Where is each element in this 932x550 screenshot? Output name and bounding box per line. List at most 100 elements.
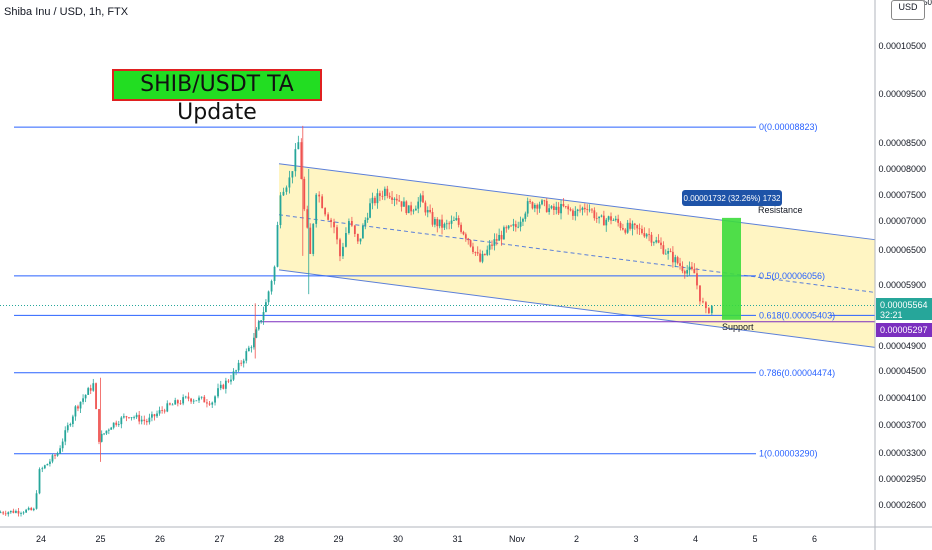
candle-body <box>548 208 551 213</box>
candle-body <box>445 223 448 225</box>
candle-body <box>638 228 641 230</box>
price-tick-label: 0.00003300 <box>878 448 926 458</box>
candle-body <box>564 206 567 207</box>
candle-body <box>579 209 581 211</box>
candle-body <box>103 433 105 435</box>
fib-level-label: 0.5(0.00006056) <box>759 271 825 281</box>
candle-body <box>455 218 458 221</box>
candle-body <box>222 384 225 389</box>
candle-body <box>112 422 115 428</box>
candle-body <box>148 417 151 423</box>
candle-body <box>71 416 74 425</box>
time-tick-label: 29 <box>333 534 343 544</box>
candle-body <box>453 220 455 221</box>
candle-body <box>422 195 424 203</box>
time-tick-label: 2 <box>574 534 579 544</box>
candle-body <box>224 380 227 389</box>
candle-body <box>650 234 653 243</box>
candle-body <box>512 224 515 226</box>
measure-box[interactable] <box>722 217 741 320</box>
candle-body <box>89 388 92 391</box>
candle-body <box>576 209 579 212</box>
candle-body <box>64 430 67 442</box>
candle-body <box>242 360 245 364</box>
candle-body <box>182 397 185 404</box>
candle-body <box>105 430 108 434</box>
candle-body <box>595 218 598 219</box>
candle-body <box>321 196 324 209</box>
candle-body <box>572 210 574 216</box>
candle-body <box>462 231 465 235</box>
price-tick-label: 0.00010500 <box>878 41 926 51</box>
price-range-measure[interactable]: 0.00001732 (32.26%) 1732 Resistance Suppor… <box>682 190 803 332</box>
candle-body <box>679 263 681 266</box>
candle-body <box>279 195 282 225</box>
candle-body <box>273 266 276 282</box>
resistance-label[interactable]: Resistance <box>758 205 803 215</box>
candle-body <box>230 379 232 382</box>
channel-upper-line[interactable] <box>278 163 876 241</box>
candle-body <box>198 397 200 401</box>
time-tick-label: 30 <box>393 534 403 544</box>
candle-body <box>660 242 662 246</box>
candle-body <box>586 209 589 210</box>
candlestick-series <box>0 125 713 517</box>
candle-body <box>125 416 128 418</box>
currency-button[interactable]: USD <box>891 0 925 20</box>
candle-body <box>348 221 350 234</box>
fib-level-label: 0.786(0.00004474) <box>759 368 835 378</box>
candle-body <box>507 225 510 229</box>
candle-body <box>538 204 541 209</box>
candle-body <box>641 228 643 234</box>
candle-body <box>683 271 686 274</box>
candle-body <box>359 238 362 242</box>
price-tick-label: 0.00004900 <box>878 341 926 351</box>
candle-body <box>260 320 263 322</box>
candle-body <box>469 240 472 247</box>
candle-body <box>184 396 187 398</box>
candle-body <box>457 218 460 225</box>
candle-body <box>493 239 496 246</box>
candle-body <box>27 507 30 510</box>
candle-body <box>56 453 59 456</box>
candle-body <box>598 216 601 219</box>
candle-body <box>429 209 432 213</box>
channel-lower-line[interactable] <box>278 269 876 348</box>
candle-body <box>169 403 171 405</box>
candle-body <box>100 433 103 442</box>
candle-body <box>379 193 381 196</box>
candle-body <box>219 384 222 389</box>
candle-body <box>0 512 2 514</box>
time-tick-label: 28 <box>274 534 284 544</box>
candle-body <box>676 257 679 264</box>
price-tick-label: 0.00003700 <box>878 420 926 430</box>
candle-body <box>235 370 237 372</box>
support-label[interactable]: Support <box>722 322 754 332</box>
candle-body <box>288 177 291 188</box>
candle-body <box>588 209 591 211</box>
candle-body <box>652 242 655 244</box>
candle-body <box>643 233 646 237</box>
candle-body <box>393 198 396 200</box>
current-price-badge <box>876 298 932 320</box>
candle-body <box>98 409 100 442</box>
candle-body <box>464 234 467 239</box>
candle-body <box>140 419 143 422</box>
candle-body <box>702 301 704 303</box>
candle-body <box>43 465 46 469</box>
candle-body <box>95 383 97 410</box>
candle-body <box>208 403 211 405</box>
candle-body <box>403 201 405 207</box>
candle-body <box>374 197 376 204</box>
channel-mid-line[interactable] <box>278 214 876 293</box>
symbol-title[interactable]: Shiba Inu / USD, 1h, FTX <box>4 6 129 18</box>
candle-body <box>356 233 359 242</box>
candle-body <box>32 508 35 511</box>
candle-body <box>4 513 7 515</box>
candle-body <box>495 239 498 241</box>
candle-body <box>388 195 391 198</box>
fib-level-label: 1(0.00003290) <box>759 449 818 459</box>
